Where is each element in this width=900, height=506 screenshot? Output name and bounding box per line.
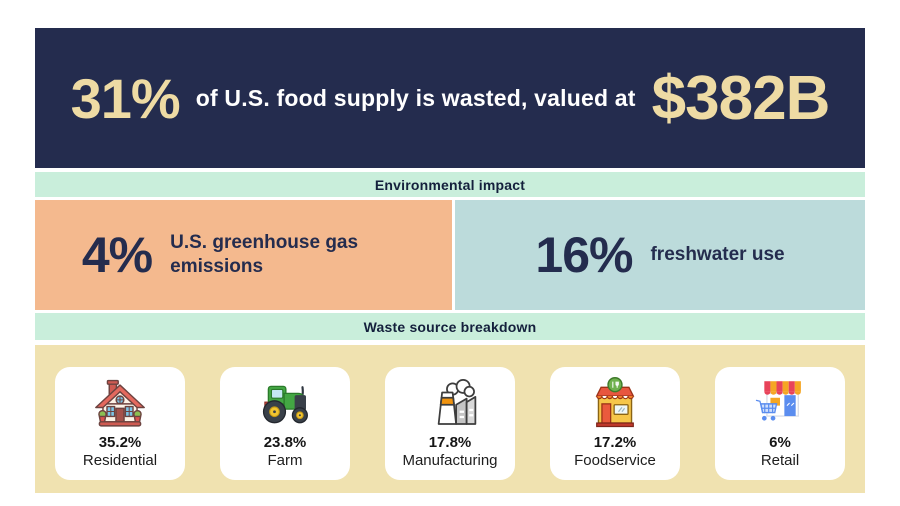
greenhouse-gas-label: U.S. greenhouse gas emissions bbox=[170, 232, 359, 277]
tractor-icon bbox=[257, 374, 313, 432]
infographic-content: 31% of U.S. food supply is wasted, value… bbox=[35, 0, 865, 493]
waste-source-cards: 35.2% Residential bbox=[35, 345, 865, 493]
retail-value: 6% bbox=[769, 434, 791, 451]
farm-label: Farm bbox=[267, 452, 303, 469]
waste-source-strip: Waste source breakdown bbox=[35, 313, 865, 340]
environmental-impact-strip: Environmental impact bbox=[35, 172, 865, 197]
card-residential: 35.2% Residential bbox=[55, 367, 185, 480]
freshwater-value: 16% bbox=[535, 227, 633, 283]
storefront-icon bbox=[587, 374, 643, 432]
headline-stat-value: $382B bbox=[651, 63, 831, 133]
freshwater-label: freshwater use bbox=[650, 244, 785, 266]
manufacturing-value: 17.8% bbox=[428, 434, 472, 451]
environmental-panels: 4% U.S. greenhouse gas emissions 16% fre… bbox=[35, 200, 865, 310]
residential-label: Residential bbox=[82, 452, 158, 469]
retail-store-icon bbox=[752, 374, 808, 432]
card-foodservice: 17.2% Foodservice bbox=[550, 367, 680, 480]
farm-value: 23.8% bbox=[263, 434, 307, 451]
card-manufacturing: 17.8% Manufacturing bbox=[385, 367, 515, 480]
greenhouse-gas-panel: 4% U.S. greenhouse gas emissions bbox=[35, 200, 452, 310]
foodservice-label: Foodservice bbox=[574, 452, 656, 469]
headline-stat-percentage: 31% bbox=[70, 66, 181, 130]
house-icon bbox=[91, 374, 149, 432]
freshwater-panel: 16% freshwater use bbox=[455, 200, 865, 310]
card-farm: 23.8% Farm bbox=[220, 367, 350, 480]
waste-source-title: Waste source breakdown bbox=[363, 318, 537, 335]
greenhouse-gas-value: 4% bbox=[81, 227, 153, 283]
headline-banner: 31% of U.S. food supply is wasted, value… bbox=[35, 28, 865, 168]
retail-label: Retail bbox=[760, 452, 800, 469]
environmental-impact-title: Environmental impact bbox=[374, 176, 526, 193]
foodservice-value: 17.2% bbox=[593, 434, 637, 451]
headline-text: of U.S. food supply is wasted, valued at bbox=[195, 84, 636, 111]
factory-icon bbox=[422, 374, 478, 432]
residential-value: 35.2% bbox=[98, 434, 142, 451]
manufacturing-label: Manufacturing bbox=[402, 452, 498, 469]
card-retail: 6% Retail bbox=[715, 367, 845, 480]
